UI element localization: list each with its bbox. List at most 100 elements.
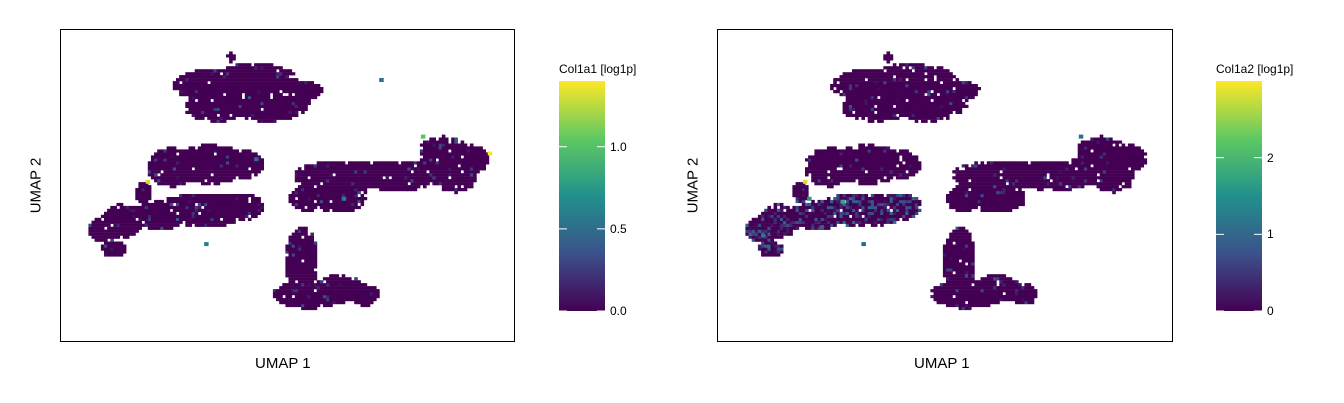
cell-bin: [817, 167, 822, 171]
cell-bin: [798, 185, 803, 189]
cell-bin: [971, 244, 975, 248]
cell-bin: [241, 176, 246, 180]
cell-bin: [244, 63, 249, 67]
cell-bin: [1099, 155, 1104, 159]
cell-bin: [801, 197, 806, 201]
cell-bin: [961, 191, 966, 195]
cell-bin: [241, 78, 246, 82]
cell-bin: [238, 208, 243, 212]
cell-bin: [845, 170, 850, 174]
cell-bin: [304, 271, 308, 275]
cell-bin: [332, 283, 336, 287]
cell-bin: [110, 247, 114, 251]
cell-bin: [338, 164, 343, 168]
cell-bin: [294, 262, 299, 266]
cell-bin: [952, 250, 956, 254]
cell-bin: [1062, 182, 1066, 186]
cell-bin: [235, 63, 239, 67]
cell-bin: [773, 232, 778, 236]
cell-bin: [761, 250, 765, 254]
cell-bin: [229, 146, 233, 150]
cell-bin: [322, 205, 327, 210]
cell-bin: [194, 211, 199, 215]
cell-bin: [942, 250, 947, 254]
cell-bin: [789, 208, 793, 212]
cell-bin: [873, 205, 878, 210]
cell-bin: [968, 301, 972, 305]
cell-bin: [313, 262, 318, 266]
cell-bin: [219, 205, 224, 210]
cell-bin: [113, 247, 117, 251]
cell-bin: [877, 161, 881, 165]
cell-bin: [335, 179, 340, 183]
cell-bin: [201, 95, 205, 100]
cell-bin: [385, 170, 390, 174]
cell-bin: [229, 164, 233, 168]
cell-bin: [889, 202, 894, 207]
cell-bin: [968, 250, 972, 254]
cell-bin: [332, 286, 336, 290]
cell-bin: [138, 214, 142, 218]
cell-bin: [172, 223, 177, 227]
cell-bin: [288, 298, 293, 302]
cell-bin: [254, 211, 258, 215]
cell-bin: [870, 170, 875, 174]
cell-bin: [855, 167, 859, 171]
cell-bin: [194, 149, 199, 153]
cell-bin: [870, 197, 875, 201]
cell-bin: [1134, 161, 1138, 165]
cell-bin: [313, 191, 318, 195]
cell-bin: [354, 283, 358, 287]
cell-bin: [313, 95, 318, 100]
cell-bin: [426, 143, 430, 147]
cell-bin: [880, 211, 884, 215]
cell-bin: [232, 84, 236, 88]
cell-bin: [892, 214, 897, 218]
cell-bin: [1074, 170, 1079, 174]
cell-bin: [751, 232, 756, 236]
cell-bin: [169, 223, 174, 227]
cell-bin: [805, 158, 809, 162]
cell-bin: [942, 262, 947, 266]
cell-bin: [958, 262, 963, 266]
cell-bin: [1015, 173, 1019, 177]
cell-bin: [182, 78, 186, 82]
cell-bin: [961, 289, 966, 293]
cell-bin: [416, 179, 421, 183]
cell-bin: [213, 155, 218, 159]
cell-bin: [1043, 167, 1047, 171]
cell-bin: [1058, 161, 1063, 165]
cell-bin: [811, 211, 815, 215]
cell-bin: [297, 104, 302, 108]
cell-bin: [914, 211, 919, 215]
cell-bin: [817, 161, 822, 165]
cell-bin: [166, 197, 171, 201]
cell-bin: [1030, 176, 1035, 180]
cell-bin: [964, 188, 969, 192]
cell-bin: [238, 173, 243, 177]
cell-bin: [936, 298, 941, 302]
cell-bin: [307, 197, 311, 201]
cell-bin: [989, 286, 994, 290]
cell-bin: [892, 217, 897, 221]
cell-bin: [182, 81, 186, 85]
cell-bin: [974, 161, 978, 165]
cell-bin: [176, 217, 180, 221]
cell-bin: [1021, 286, 1025, 290]
cell-bin: [986, 283, 991, 287]
cell-bin: [842, 197, 847, 201]
cell-bin: [179, 93, 183, 97]
cell-bin: [335, 182, 340, 186]
cell-bin: [254, 101, 258, 106]
cell-bin: [269, 87, 274, 91]
cell-bin: [936, 295, 941, 299]
cell-bin: [996, 208, 1000, 212]
cell-bin: [864, 179, 869, 183]
cell-bin: [338, 199, 343, 204]
cell-bin: [319, 176, 324, 180]
cell-bin: [204, 87, 208, 91]
cell-bin: [964, 295, 969, 299]
cell-bin: [993, 199, 997, 204]
cell-bin: [757, 232, 762, 236]
cell-bin: [313, 256, 318, 260]
